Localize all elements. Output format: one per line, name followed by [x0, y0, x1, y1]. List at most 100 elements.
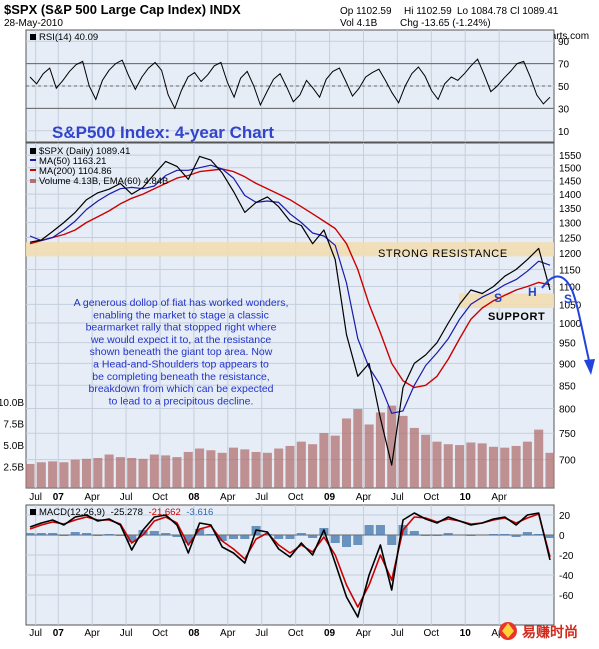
- price-y-tick-label: 1050: [559, 300, 582, 311]
- macd-histogram-bar: [466, 535, 476, 536]
- macd-histogram-bar: [296, 533, 306, 535]
- price-y-tick-label: 900: [559, 359, 576, 370]
- annotation-line: shown beneath the giant top area. Now: [90, 346, 273, 358]
- macd-histogram-bar: [183, 535, 193, 543]
- volume-bar: [285, 445, 295, 488]
- price-x-tick-label: 10: [460, 492, 472, 503]
- volume-bar: [48, 461, 58, 488]
- volume-bar: [195, 448, 205, 488]
- head-label: H: [528, 285, 537, 299]
- macd-histogram-bar: [115, 535, 125, 536]
- macd-histogram-bar: [149, 531, 159, 535]
- macd-histogram-bar: [82, 533, 92, 535]
- price-x-tick-label: Oct: [152, 492, 168, 503]
- price-y-tick-label: 1150: [559, 265, 581, 276]
- rsi-legend-text: RSI(14) 40.09: [39, 32, 98, 43]
- resistance-band: [26, 242, 554, 257]
- macd-histogram-bar: [500, 534, 510, 535]
- rsi-legend: RSI(14) 40.09: [30, 32, 98, 43]
- macd-y-tick-label: 0: [559, 531, 565, 542]
- macd-y-tick-label: 20: [559, 511, 571, 522]
- logo-text: 易赚时尚: [522, 624, 578, 640]
- macd-y-tick-label: -40: [559, 571, 574, 582]
- ma200-legend-swatch: [30, 169, 36, 171]
- price-y-tick-label: 750: [559, 429, 576, 440]
- macd-histogram-bar: [206, 534, 216, 535]
- ticks-layer: Jul Jul 07 07 Apr Apr Jul Jul Oct Oct 08 08 Apr Apr Ju…: [0, 37, 582, 639]
- macd-histogram-bar: [511, 535, 521, 537]
- volume-bar: [534, 429, 544, 488]
- price-y-tick-label: 1400: [559, 190, 582, 201]
- price-x-tick-label: 09: [324, 492, 336, 503]
- volume-bar: [127, 457, 137, 488]
- macd-histogram-bar: [308, 535, 318, 538]
- price-y-tick-label: 1250: [559, 234, 582, 245]
- header-open: Op 1102.59: [340, 6, 392, 17]
- macd-histogram-bar: [375, 525, 385, 535]
- volume-bar: [308, 444, 318, 488]
- annotation-line: we would expect it to, at the resistance: [90, 334, 272, 346]
- macd-x-tick-label: 10: [460, 628, 472, 639]
- macd-histogram-bar: [353, 535, 363, 545]
- macd-histogram-bar: [432, 535, 442, 536]
- rsi-y-tick-label: 50: [558, 82, 570, 93]
- price-y-tick-label: 1200: [559, 249, 582, 260]
- macd-histogram-bar: [228, 535, 238, 539]
- macd-histogram-bar: [36, 533, 46, 535]
- volume-legend-swatch: [30, 179, 36, 183]
- annotation-text: A generous dollop of fiat has worked won…: [74, 297, 289, 407]
- volume-bar: [183, 451, 193, 488]
- macd-x-tick-label: 09: [324, 628, 336, 639]
- macd-histogram-bar: [421, 535, 431, 536]
- macd-histogram-bar: [274, 535, 284, 539]
- volume-bar: [149, 454, 159, 488]
- macd-x-tick-label: Oct: [424, 628, 440, 639]
- volume-bar: [387, 405, 397, 488]
- macd-histogram-bar: [25, 533, 35, 535]
- macd-histogram-bar: [387, 535, 397, 545]
- right-shoulder-label: S: [564, 292, 572, 306]
- macd-x-tick-label: Oct: [152, 628, 168, 639]
- ma50-legend-swatch: [30, 159, 36, 161]
- rsi-y-tick-label: 90: [558, 37, 570, 48]
- macd-x-tick-label: Jul: [255, 628, 268, 639]
- header-low: Lo 1084.78: [457, 6, 507, 17]
- volume-bar: [353, 409, 363, 488]
- macd-y-tick-label: -20: [559, 551, 574, 562]
- volume-bar: [319, 433, 329, 488]
- volume-bar: [206, 450, 216, 488]
- price-y-tick-label: 950: [559, 339, 576, 350]
- price-x-tick-label: Apr: [491, 492, 507, 503]
- volume-bar: [138, 458, 148, 488]
- support-label: SUPPORT: [488, 311, 545, 323]
- price-x-tick-label: 07: [53, 492, 65, 503]
- price-x-tick-label: Oct: [288, 492, 304, 503]
- price-x-tick-label: Jul: [29, 492, 42, 503]
- macd-line: [29, 512, 551, 618]
- price-legend-swatch: [30, 148, 36, 154]
- price-x-tick-label: 08: [188, 492, 200, 503]
- price-x-tick-label: Jul: [391, 492, 404, 503]
- macd-panel: [25, 504, 555, 626]
- rsi-y-tick-label: 70: [558, 60, 570, 71]
- volume-bar: [443, 444, 453, 488]
- ma200-line: [29, 168, 551, 389]
- volume-tick-label: 7.5B: [3, 420, 24, 431]
- volume-bar: [421, 434, 431, 488]
- volume-bar: [522, 441, 532, 488]
- macd-histogram-bar: [240, 535, 250, 539]
- volume-bar: [115, 457, 125, 488]
- annotation-line: enabling the market to stage a classic: [93, 309, 269, 321]
- volume-bar: [296, 441, 306, 488]
- macd-legend-swatch: [30, 509, 36, 515]
- volume-bar: [511, 445, 521, 488]
- annotation-line: a Head-and-Shoulders top appears to: [93, 359, 269, 371]
- macd-histogram-bar: [48, 533, 58, 535]
- strong-resistance-label: STRONG RESISTANCE: [378, 248, 508, 260]
- rsi-legend-swatch: [30, 34, 36, 40]
- volume-bar: [398, 415, 408, 488]
- volume-bar: [342, 418, 352, 488]
- macd-x-tick-label: 07: [53, 628, 65, 639]
- price-legend-spx: $SPX (Daily) 1089.41: [39, 146, 130, 157]
